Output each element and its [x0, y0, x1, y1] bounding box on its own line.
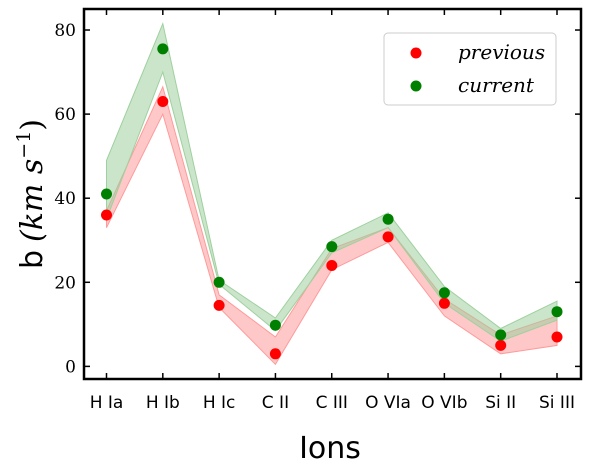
legend-marker-previous	[410, 47, 422, 59]
y-axis-title-exp: −1	[13, 131, 35, 159]
point-previous-5	[382, 231, 394, 243]
point-previous-7	[495, 339, 507, 351]
x-axis: H Ia H Ib H Ic C II C III O VIa O VIb Si II Si I…	[90, 9, 575, 413]
legend-label-previous: previous	[458, 40, 545, 64]
point-previous-1	[157, 96, 169, 107]
x-tick-label: H Ib	[146, 393, 180, 413]
point-current-1	[157, 43, 169, 55]
y-tick-label: 20	[54, 273, 76, 293]
point-current-7	[495, 329, 507, 341]
x-tick-label: Si II	[485, 393, 516, 413]
y-axis-title-var: b	[15, 250, 50, 269]
point-previous-2	[213, 299, 225, 311]
point-current-4	[326, 241, 338, 253]
legend-box	[383, 32, 557, 106]
point-current-0	[101, 188, 112, 200]
x-axis-title: Ions	[299, 431, 361, 466]
y-axis-title: b (km s−1)	[13, 119, 50, 269]
point-previous-4	[326, 260, 338, 271]
x-tick-label: C II	[262, 393, 289, 413]
y-tick-label: 80	[54, 21, 76, 41]
point-previous-6	[438, 297, 450, 309]
point-current-5	[382, 213, 394, 225]
y-tick-label: 60	[54, 105, 76, 125]
legend-label-current: current	[458, 73, 535, 97]
point-previous-3	[269, 348, 281, 360]
legend: previous current	[383, 32, 557, 106]
point-current-2	[213, 276, 225, 288]
x-tick-label: C III	[316, 393, 348, 413]
y-tick-label: 40	[54, 189, 76, 209]
x-tick-label: H Ic	[203, 393, 236, 413]
y-axis-title-unit: (km s	[15, 159, 50, 242]
point-previous-8	[551, 331, 563, 343]
point-current-8	[551, 306, 563, 318]
y-tick-label: 0	[65, 357, 76, 377]
data-points	[101, 43, 563, 360]
x-tick-label: H Ia	[90, 393, 124, 413]
x-tick-label: Si III	[539, 393, 575, 413]
point-current-3	[269, 319, 281, 331]
x-tick-label: O VIb	[421, 393, 467, 413]
x-tick-label: O VIa	[365, 393, 411, 413]
point-current-6	[438, 287, 450, 299]
y-axis-title-close: )	[15, 119, 50, 131]
legend-marker-current	[410, 80, 422, 92]
y-axis: 0 20 40 60 80	[54, 21, 581, 377]
point-previous-0	[101, 209, 112, 221]
